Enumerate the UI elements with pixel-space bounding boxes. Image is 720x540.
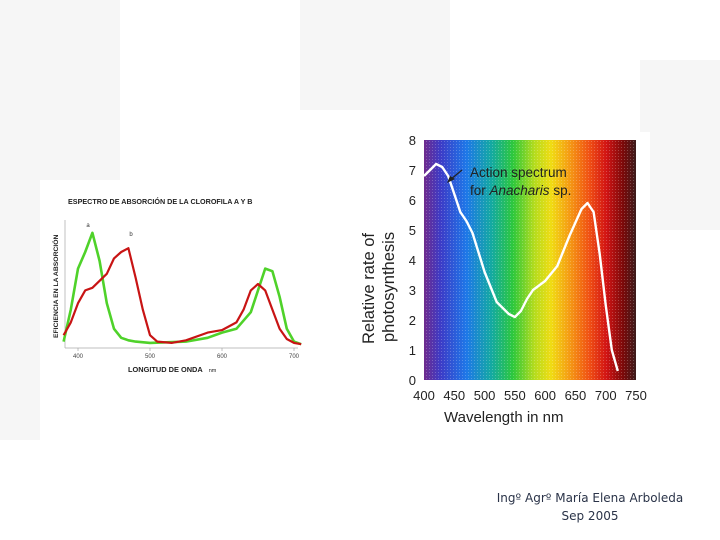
chart2-y-tick-label: 8 — [409, 133, 416, 148]
chart2-y-tick-label: 7 — [409, 163, 416, 178]
chart2-y-tick-label: 4 — [409, 253, 416, 268]
chart2-y-tick-label: 0 — [409, 373, 416, 388]
chart2-y-label-line2: photosynthesis — [380, 232, 398, 342]
annotation-arrowhead — [447, 176, 455, 183]
chart2-x-label: Wavelength in nm — [444, 409, 564, 426]
chart2-y-tick-label: 3 — [409, 283, 416, 298]
chart2-x-tick-label: 550 — [504, 388, 526, 403]
chart2-x-tick-label: 400 — [413, 388, 435, 403]
chlorophyll-a-curve — [62, 231, 302, 346]
chart2-title-italic: Anacharis — [489, 183, 550, 198]
chart2-y-tick-label: 5 — [409, 223, 416, 238]
chart1-title: ESPECTRO DE ABSORCIÓN DE LA CLOROFILA A … — [68, 197, 253, 206]
background-block — [0, 0, 120, 180]
chart2-x-tick-label: 500 — [474, 388, 496, 403]
chart1-y-label: EFICIENCIA EN LA ABSORCIÓN — [51, 234, 60, 338]
credit-author: Ingº Agrº María Elena Arboleda — [496, 491, 684, 505]
background-block — [300, 0, 450, 110]
chart2-title-line2: for Anacharis sp. — [470, 183, 571, 198]
chart2-x-tick-label: 650 — [565, 388, 587, 403]
action-spectrum-chart: Relative rate of photosynthesis 0 1 2 3 4 5 6 7… — [354, 132, 650, 428]
chart1-x-tick-label: 700 — [289, 354, 300, 360]
chart1-x-tick-label: 600 — [217, 354, 228, 360]
chart2-title-suffix: sp. — [550, 183, 572, 198]
chart2-x-tick-label: 450 — [443, 388, 465, 403]
chart1-x-tick-label: 500 — [145, 354, 156, 360]
background-block — [640, 60, 720, 230]
chart1-x-unit: nm — [209, 368, 217, 374]
chart1-x-label-text: LONGITUD DE ONDA — [128, 365, 203, 374]
credit-date: Sep 2005 — [561, 509, 619, 523]
chart1-x-label: LONGITUD DE ONDA nm — [128, 365, 217, 374]
chart2-title-line1: Action spectrum — [470, 165, 567, 180]
chart2-x-tick-label: 700 — [595, 388, 617, 403]
chart2-y-tick-label: 6 — [409, 193, 416, 208]
background-block — [0, 180, 40, 440]
chlorophyll-b-curve — [62, 247, 302, 346]
chart2-x-tick-label: 750 — [625, 388, 647, 403]
chart2-x-tick-label: 600 — [534, 388, 556, 403]
chart2-y-tick-label: 2 — [409, 313, 416, 328]
chart2-y-tick-label: 1 — [409, 343, 416, 358]
chart1-annotation-b: b — [129, 232, 133, 238]
chlorophyll-absorption-chart: ESPECTRO DE ABSORCIÓN DE LA CLOROFILA A … — [48, 190, 314, 378]
chart2-y-label-line1: Relative rate of — [360, 233, 378, 344]
chart1-x-tick-label: 400 — [73, 354, 84, 360]
chart1-annotation-a: a — [86, 223, 90, 229]
chart2-title-prefix: for — [470, 183, 490, 198]
